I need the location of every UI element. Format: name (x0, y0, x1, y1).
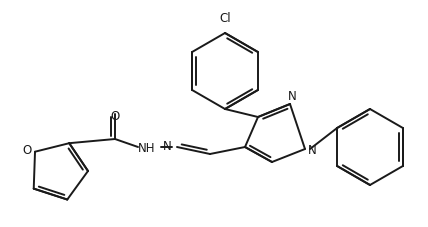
Text: N: N (163, 140, 172, 153)
Text: N: N (308, 143, 316, 156)
Text: NH: NH (138, 141, 156, 154)
Text: N: N (288, 90, 296, 103)
Text: O: O (110, 109, 119, 122)
Text: Cl: Cl (219, 12, 231, 25)
Text: O: O (22, 144, 32, 157)
